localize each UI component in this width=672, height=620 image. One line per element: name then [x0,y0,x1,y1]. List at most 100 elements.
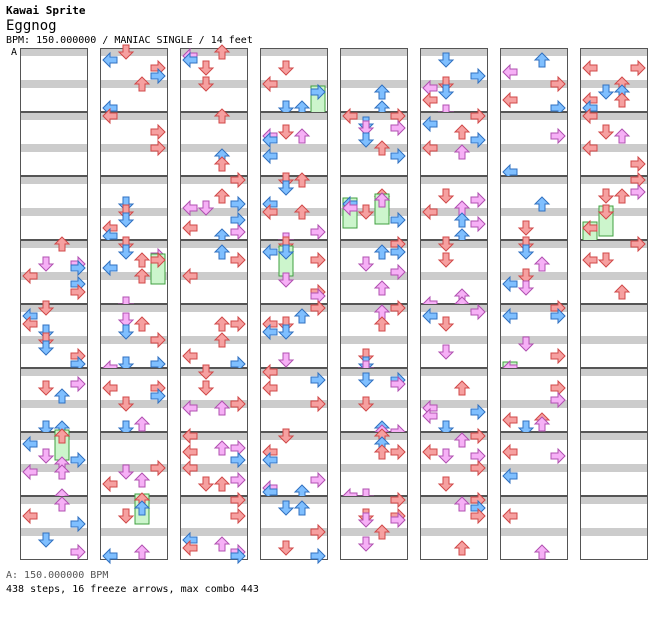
beat-stripe [580,96,648,104]
beat-stripe [20,544,88,552]
beat-stripe [580,336,648,344]
beat-stripe [260,400,328,408]
beat-stripe [100,344,168,352]
beat-stripe [500,408,568,416]
step-arrow-down [197,200,215,216]
beat-stripe [20,224,88,232]
step-arrow-right [310,471,326,489]
beat-stripe [500,480,568,488]
beat-stripe [20,248,88,256]
beat-stripe [20,168,88,176]
beat-stripe [260,464,328,472]
step-arrow-right [230,251,246,269]
beat-stripe [180,192,248,200]
beat-stripe [260,72,328,80]
step-arrow-up [613,188,631,204]
measure-frame [180,240,248,304]
measure-frame [20,432,88,496]
beat-stripe [100,488,168,496]
measure-frame [100,48,168,112]
beat-stripe [100,144,168,152]
beat-stripe [180,408,248,416]
beat-stripe [20,56,88,64]
step-arrow-right [230,507,246,525]
beat-stripe [500,496,568,504]
beat-stripe [180,296,248,304]
step-arrow-right [550,447,566,465]
step-arrow-right [390,299,406,317]
beat-stripe [420,512,488,520]
measure-frame [180,304,248,368]
beat-stripe [340,464,408,472]
step-arrow-down [357,120,375,136]
step-arrow-right [470,403,486,421]
beat-stripe [340,528,408,536]
step-arrow-left [182,267,198,285]
beat-stripe [180,336,248,344]
step-arrow-right [550,347,566,365]
beat-stripe [500,552,568,560]
beat-stripe [500,176,568,184]
beat-stripe [260,216,328,224]
beat-stripe [420,472,488,480]
beat-stripe [500,296,568,304]
beat-stripe [500,256,568,264]
beat-stripe [340,184,408,192]
beat-stripe [260,168,328,176]
beat-stripe [20,448,88,456]
step-arrow-left [182,199,198,217]
beat-stripe [20,232,88,240]
beat-stripe [580,160,648,168]
step-arrow-down [277,352,295,368]
beat-stripe [420,160,488,168]
step-arrow-left [102,107,118,125]
beat-stripe [500,312,568,320]
beat-stripe [100,544,168,552]
step-arrow-down [197,60,215,76]
beat-stripe [500,104,568,112]
step-arrow-right [150,123,166,141]
beat-stripe [260,328,328,336]
beat-stripe [420,392,488,400]
beat-stripe [260,520,328,528]
step-arrow-down [197,476,215,492]
step-arrow-down [517,336,535,352]
beat-stripe [260,432,328,440]
beat-stripe [260,96,328,104]
measure-frame [260,48,328,112]
measure-frame [420,496,488,560]
beat-stripe [180,472,248,480]
step-arrow-up [213,44,231,60]
beat-stripe [340,368,408,376]
measure-frame [420,304,488,368]
beat-stripe [180,184,248,192]
beat-stripe [500,472,568,480]
beat-stripe [420,72,488,80]
step-arrow-left [422,91,438,109]
beat-stripe [100,520,168,528]
step-arrow-down [597,84,615,100]
step-arrow-down [277,124,295,140]
step-arrow-down [37,380,55,396]
beat-stripe [340,400,408,408]
beat-stripe [340,408,408,416]
beat-stripe [580,136,648,144]
measure-frame [580,304,648,368]
beat-stripe [580,320,648,328]
beat-stripe [20,520,88,528]
beat-stripe [260,248,328,256]
beat-stripe [580,56,648,64]
measure-frame [340,496,408,560]
measure-frame [500,176,568,240]
beat-stripe [420,400,488,408]
step-arrow-down [277,272,295,288]
measure-frame [180,496,248,560]
beat-stripe [180,352,248,360]
beat-stripe [340,256,408,264]
step-arrow-up [213,400,231,416]
measure-frame [180,176,248,240]
beat-stripe [260,224,328,232]
beat-stripe [180,176,248,184]
beat-stripe [340,56,408,64]
beat-stripe [100,384,168,392]
